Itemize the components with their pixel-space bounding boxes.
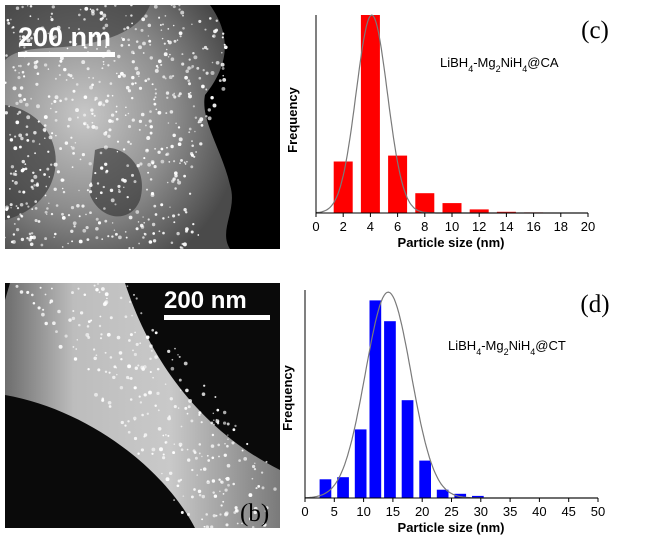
- x-tick-label: 14: [499, 219, 513, 234]
- micrograph-b: 200 nm (b): [5, 282, 280, 529]
- fit-curve: [315, 14, 588, 214]
- x-tick-label: 40: [532, 504, 546, 519]
- x-tick-label: 25: [444, 504, 458, 519]
- x-tick-label: 15: [386, 504, 400, 519]
- sample-annotation: LiBH4-Mg2NiH4@CA: [440, 55, 559, 74]
- x-axis-label: Particle size (nm): [398, 520, 505, 535]
- panel-label: (d): [580, 291, 609, 318]
- y-axis-label: Frequency: [285, 86, 300, 153]
- y-axis-label: Frequency: [280, 364, 295, 431]
- scale-bar-a: [18, 52, 115, 57]
- bar: [472, 495, 484, 498]
- bar: [469, 209, 489, 213]
- bar: [415, 193, 435, 213]
- bar: [384, 321, 396, 498]
- bar: [333, 161, 353, 213]
- x-tick-label: 16: [526, 219, 540, 234]
- micrograph-a: 200 nm (a): [4, 3, 280, 250]
- scale-bar-label-a: 200 nm: [18, 22, 111, 52]
- x-tick-label: 8: [421, 219, 428, 234]
- x-tick-label: 50: [591, 504, 605, 519]
- x-tick-label: 12: [472, 219, 486, 234]
- x-tick-label: 6: [394, 219, 401, 234]
- fit-curve: [305, 291, 598, 499]
- histogram-d: 0 5 10 15 20 25 30 35 40 45 50 Particle size (nm) Fr…: [280, 290, 610, 535]
- x-tick-label: 30: [474, 504, 488, 519]
- bar: [369, 300, 382, 498]
- x-tick-label: 20: [581, 219, 595, 234]
- bar: [388, 155, 408, 213]
- x-tick-label: 45: [561, 504, 575, 519]
- bar: [337, 477, 349, 498]
- x-tick-label: 20: [415, 504, 429, 519]
- x-tick-label: 10: [445, 219, 459, 234]
- x-tick-label: 10: [356, 504, 370, 519]
- panel-label: (c): [581, 17, 609, 44]
- x-tick-label: 4: [367, 219, 374, 234]
- x-tick-label: 5: [331, 504, 338, 519]
- scale-bar-b: [164, 315, 270, 320]
- x-tick-label: 0: [301, 504, 308, 519]
- bar: [319, 479, 332, 498]
- bar: [401, 400, 414, 498]
- x-tick-label: 0: [312, 219, 319, 234]
- sample-annotation: LiBH4-Mg2NiH4@CT: [448, 338, 566, 357]
- bar: [442, 203, 462, 213]
- histogram-c: 0 2 4 6 8 10 12 14 16 18 20 Particle size (nm) Frequ…: [285, 14, 609, 250]
- x-tick-label: 2: [340, 219, 347, 234]
- panel-label-a: (a): [243, 20, 271, 47]
- x-tick-label: 18: [554, 219, 568, 234]
- scale-bar-label-b: 200 nm: [164, 287, 247, 314]
- bar: [354, 429, 367, 498]
- x-tick-label: 35: [503, 504, 517, 519]
- panel-label-b: (b): [240, 500, 269, 527]
- bar: [419, 460, 431, 498]
- x-axis-label: Particle size (nm): [398, 235, 505, 250]
- bar: [436, 489, 449, 498]
- bar: [454, 493, 467, 498]
- bar: [360, 15, 380, 213]
